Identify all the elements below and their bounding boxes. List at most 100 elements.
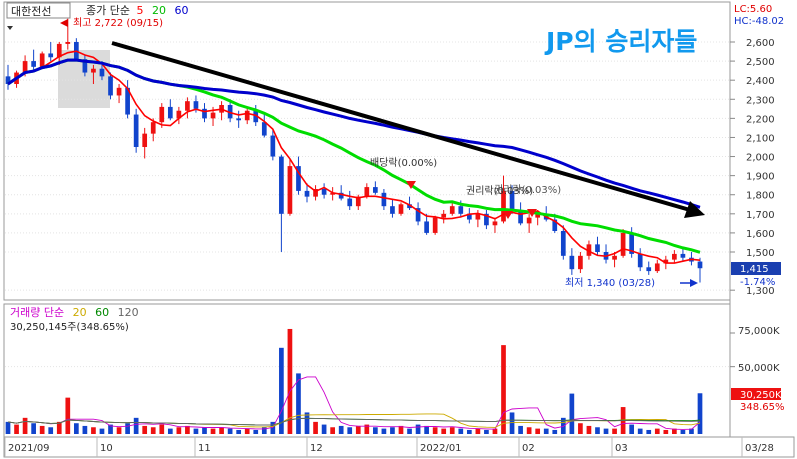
volume-bar — [629, 424, 635, 434]
volume-bar — [219, 427, 224, 434]
candle-body — [91, 68, 96, 73]
candle-body — [347, 198, 353, 207]
current-volume: 30,250K — [740, 390, 782, 401]
candle-body — [373, 187, 378, 193]
candle-body — [304, 190, 310, 197]
candle-body — [552, 219, 558, 231]
volume-bar — [150, 427, 156, 434]
dividend-annotation: 배당락(0.00%) — [370, 157, 437, 169]
volume-ma-lines — [7, 376, 701, 430]
candle-body — [167, 106, 173, 119]
volume-bar — [415, 424, 421, 434]
volume-bar — [202, 427, 207, 434]
candle-body — [560, 231, 566, 256]
x-axis-bar — [3, 436, 795, 458]
price-tick-label: 1,600 — [746, 229, 775, 240]
candle-body — [82, 59, 88, 73]
volume-bar — [646, 429, 652, 434]
price-panel[interactable] — [3, 1, 731, 301]
price-legend-label: 종가 단순 — [86, 4, 130, 17]
x-axis-labels: 2021/09 10 11 12 2022/01 02 03 03/28 — [4, 437, 774, 457]
volume-bar — [321, 424, 327, 434]
candle-body — [5, 76, 11, 84]
volume-bar — [296, 373, 301, 434]
volume-bar — [364, 424, 370, 434]
volume-bar — [654, 428, 660, 434]
volume-bar — [176, 427, 182, 434]
volume-bar — [518, 425, 523, 434]
hc-label: HC:-48.02 — [734, 16, 784, 27]
rights-marker-icon-1 — [503, 211, 513, 219]
candle-body — [620, 232, 626, 256]
volume-bar — [595, 427, 600, 434]
volume-bar — [552, 429, 558, 434]
volume-bar — [355, 425, 361, 434]
candle-body — [108, 76, 113, 96]
candle-body — [449, 206, 455, 214]
price-tick-label: 1,900 — [746, 172, 775, 183]
volume-bar — [142, 425, 148, 434]
volume-bar — [526, 427, 532, 434]
candle-body — [629, 232, 635, 254]
price-axis-ticks: 2,600 2,500 2,400 2,300 2,200 2,100 2,000 1,900… — [730, 38, 775, 297]
candle-body — [99, 68, 105, 77]
candle-body — [458, 206, 464, 214]
volume-bar — [689, 428, 694, 434]
volume-bar — [210, 428, 216, 434]
volume-bar — [261, 427, 267, 434]
x-axis-label: 2022/01 — [420, 443, 462, 454]
high-arrow-icon — [60, 19, 68, 27]
volume-bar — [82, 425, 88, 434]
candle-body — [415, 208, 421, 222]
candle-body — [39, 53, 45, 67]
price-tick-label: 1,700 — [746, 210, 775, 221]
stock-name-box[interactable] — [6, 2, 71, 19]
candle-body — [116, 87, 122, 96]
volume-bar — [14, 424, 19, 434]
candle-body — [287, 166, 293, 214]
volume-bar — [492, 428, 498, 434]
volume-legend-label: 거래량 단순 — [10, 306, 64, 319]
candle-body — [390, 206, 395, 214]
candle-body — [321, 189, 327, 195]
price-tick-label: 2,200 — [746, 114, 775, 125]
volume-bar — [424, 425, 429, 434]
trend-arrow-head — [684, 201, 705, 218]
candle-body — [492, 221, 498, 226]
current-volume-ratio: 348.65% — [740, 402, 785, 413]
candle-body — [125, 87, 130, 115]
volume-bar — [159, 424, 165, 434]
volume-bar — [99, 428, 105, 434]
volume-bar — [22, 417, 28, 434]
volume-bar — [578, 423, 583, 434]
volume-bar — [116, 427, 122, 434]
volume-bar — [535, 428, 541, 434]
candle-body — [355, 196, 361, 207]
moving-averages — [7, 50, 701, 264]
volume-bar — [407, 428, 412, 434]
vol-ma60-legend: 60 — [95, 306, 109, 319]
rights-annotation: 권리락(0.03%) — [466, 185, 533, 197]
lc-label: LC:5.60 — [734, 4, 772, 15]
ma20-legend: 20 — [152, 4, 166, 17]
volume-bar — [458, 428, 464, 434]
price-tick-label: 2,500 — [746, 57, 775, 68]
trend-line — [111, 41, 691, 212]
volume-bar — [509, 412, 515, 434]
candle-body — [210, 112, 216, 119]
ma60-line — [7, 58, 701, 209]
dropdown-icon[interactable] — [7, 26, 13, 30]
candle-body — [176, 110, 182, 119]
volume-bar — [484, 429, 489, 434]
price-tick-label: 2,000 — [746, 153, 775, 164]
volume-bar — [39, 425, 45, 434]
candle-body — [244, 110, 250, 121]
volume-bar — [466, 429, 472, 434]
candle-body — [432, 217, 438, 233]
volume-bar — [449, 427, 455, 434]
candle-body — [150, 122, 156, 134]
volume-bar — [227, 428, 233, 434]
vol-tick-50000: 50,000K — [738, 363, 780, 374]
dividend-marker-icon — [406, 181, 416, 189]
candle-body — [227, 105, 233, 119]
